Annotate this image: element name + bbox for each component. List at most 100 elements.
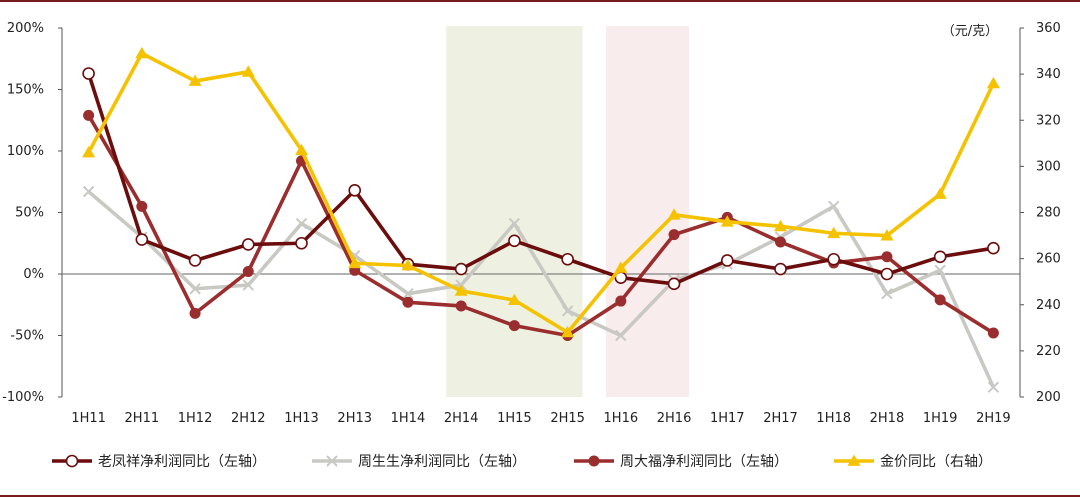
x-axis-tick-label: 2H14 bbox=[444, 411, 479, 426]
data-point bbox=[561, 305, 574, 317]
x-axis-tick-label: 1H15 bbox=[497, 411, 532, 426]
left-axis-tick-label: 150% bbox=[7, 83, 44, 98]
x-axis-tick-label: 1H16 bbox=[604, 411, 639, 426]
data-point bbox=[934, 294, 946, 306]
legend-label: 周大福净利润同比（左轴） bbox=[620, 454, 788, 470]
data-point bbox=[615, 295, 627, 307]
x-axis-tick-label: 1H14 bbox=[391, 411, 426, 426]
data-point bbox=[987, 381, 1000, 393]
left-axis-tick-label: 100% bbox=[7, 144, 44, 159]
x-axis-tick-label: 2H18 bbox=[870, 411, 905, 426]
data-point bbox=[720, 254, 734, 267]
data-point bbox=[561, 325, 575, 338]
left-axis-tick-label: -50% bbox=[10, 329, 44, 344]
data-point bbox=[135, 46, 149, 59]
data-point bbox=[401, 259, 415, 271]
data-point bbox=[667, 277, 681, 291]
right-axis-tick-label: 280 bbox=[1036, 206, 1061, 221]
right-axis-tick-label: 220 bbox=[1036, 344, 1061, 359]
data-point bbox=[241, 238, 255, 251]
right-axis-tick-label: 260 bbox=[1036, 252, 1061, 267]
legend-item: 老凤祥净利润同比（左轴） bbox=[52, 454, 266, 470]
legend-swatch-marker bbox=[65, 454, 79, 468]
right-axis-tick-label: 240 bbox=[1036, 298, 1061, 313]
series-group bbox=[82, 46, 1000, 393]
data-point bbox=[667, 208, 681, 220]
data-point bbox=[295, 143, 308, 156]
data-point bbox=[348, 184, 362, 197]
data-point bbox=[774, 262, 787, 276]
data-point bbox=[775, 236, 786, 248]
right-axis-tick-label: 360 bbox=[1036, 21, 1061, 36]
legend-item: 周生生净利润同比（左轴） bbox=[312, 454, 526, 470]
legend-swatch-marker bbox=[847, 454, 861, 466]
legend-swatch-marker bbox=[326, 455, 338, 467]
data-point bbox=[933, 250, 947, 264]
axes: -100% -50% 0% 50% 100% 150% 200% 200 220 240 260 28… bbox=[2, 21, 1061, 426]
frame-bottom-border bbox=[0, 495, 1080, 497]
data-point bbox=[880, 229, 894, 241]
data-point bbox=[986, 76, 1000, 89]
right-axis-unit: （元/克） bbox=[942, 24, 998, 39]
data-point bbox=[83, 109, 95, 121]
left-axis-tick-label: 200% bbox=[7, 21, 44, 36]
data-point bbox=[933, 187, 947, 199]
data-point bbox=[615, 329, 627, 342]
series-line bbox=[87, 51, 996, 335]
left-axis-tick-label: 0% bbox=[23, 267, 44, 282]
data-point bbox=[242, 279, 254, 291]
legend-item: 周大福净利润同比（左轴） bbox=[574, 454, 788, 470]
data-point bbox=[827, 226, 841, 239]
data-point bbox=[82, 185, 95, 198]
legend-label: 老凤祥净利润同比（左轴） bbox=[98, 454, 266, 470]
series-4 bbox=[82, 46, 1000, 338]
legend-item: 金价同比（右轴） bbox=[834, 454, 992, 470]
x-axis-tick-label: 1H19 bbox=[923, 411, 958, 426]
x-axis-tick-label: 1H11 bbox=[71, 411, 106, 426]
data-point bbox=[241, 65, 255, 77]
data-point bbox=[827, 252, 841, 266]
right-axis-tick-label: 200 bbox=[1036, 390, 1061, 405]
x-axis-tick-label: 2H12 bbox=[231, 411, 266, 426]
data-point bbox=[881, 251, 893, 263]
data-point bbox=[508, 320, 520, 332]
right-axis-tick-label: 300 bbox=[1036, 159, 1061, 174]
data-point bbox=[774, 219, 787, 232]
data-point bbox=[82, 67, 95, 80]
data-point bbox=[136, 200, 148, 212]
data-point bbox=[455, 300, 467, 312]
data-point bbox=[508, 234, 521, 248]
x-axis-tick-label: 2H17 bbox=[763, 411, 798, 426]
data-point bbox=[135, 233, 149, 246]
data-point bbox=[507, 293, 521, 306]
data-point bbox=[934, 264, 946, 277]
legend: 老凤祥净利润同比（左轴） 周生生净利润同比（左轴） 周大福净利润同比（左轴） 金价同比… bbox=[52, 454, 992, 470]
left-axis-tick-label: -100% bbox=[2, 390, 44, 405]
legend-label: 金价同比（右轴） bbox=[880, 454, 992, 470]
x-axis-tick-label: 2H11 bbox=[125, 411, 160, 426]
data-point bbox=[189, 307, 201, 319]
data-point bbox=[188, 254, 202, 267]
right-axis-tick-label: 320 bbox=[1036, 113, 1061, 128]
data-point bbox=[402, 296, 414, 308]
data-point bbox=[348, 256, 362, 269]
x-axis-tick-label: 1H18 bbox=[816, 411, 851, 426]
data-point bbox=[82, 146, 96, 158]
data-point bbox=[454, 284, 468, 296]
x-axis-tick-label: 1H12 bbox=[178, 411, 213, 426]
data-point bbox=[828, 200, 840, 213]
x-axis-tick-label: 2H15 bbox=[550, 411, 585, 426]
data-point bbox=[614, 261, 628, 273]
data-point bbox=[720, 215, 734, 227]
data-point bbox=[402, 287, 414, 300]
data-point bbox=[881, 287, 893, 300]
x-axis-tick-label: 2H13 bbox=[337, 411, 372, 426]
x-axis-tick-label: 1H13 bbox=[284, 411, 319, 426]
frame-top-border bbox=[0, 0, 1080, 2]
shaded-period-1 bbox=[446, 26, 583, 397]
series-line bbox=[86, 72, 994, 286]
series-line bbox=[87, 190, 996, 388]
data-point bbox=[454, 262, 468, 276]
